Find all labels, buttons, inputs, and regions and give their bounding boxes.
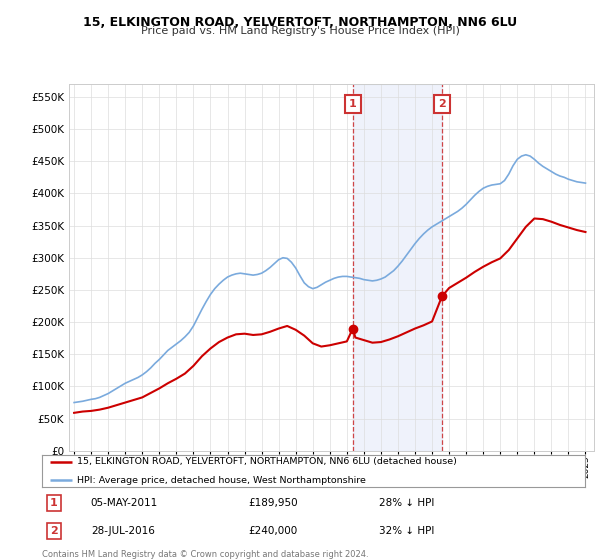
Text: £189,950: £189,950	[248, 498, 298, 508]
Text: Contains HM Land Registry data © Crown copyright and database right 2024.
This d: Contains HM Land Registry data © Crown c…	[42, 550, 368, 560]
Text: 2: 2	[438, 99, 446, 109]
Text: 32% ↓ HPI: 32% ↓ HPI	[379, 526, 434, 536]
Text: 1: 1	[349, 99, 356, 109]
Text: 1: 1	[50, 498, 58, 508]
Text: 15, ELKINGTON ROAD, YELVERTOFT, NORTHAMPTON, NN6 6LU: 15, ELKINGTON ROAD, YELVERTOFT, NORTHAMP…	[83, 16, 517, 29]
Text: £240,000: £240,000	[248, 526, 298, 536]
Bar	[353, 84, 442, 451]
Text: 28-JUL-2016: 28-JUL-2016	[91, 526, 155, 536]
Text: 28% ↓ HPI: 28% ↓ HPI	[379, 498, 434, 508]
Text: 05-MAY-2011: 05-MAY-2011	[91, 498, 158, 508]
Text: 15, ELKINGTON ROAD, YELVERTOFT, NORTHAMPTON, NN6 6LU (detached house): 15, ELKINGTON ROAD, YELVERTOFT, NORTHAMP…	[77, 458, 457, 466]
Text: Price paid vs. HM Land Registry's House Price Index (HPI): Price paid vs. HM Land Registry's House …	[140, 26, 460, 36]
Text: 2: 2	[50, 526, 58, 536]
Text: HPI: Average price, detached house, West Northamptonshire: HPI: Average price, detached house, West…	[77, 475, 366, 484]
